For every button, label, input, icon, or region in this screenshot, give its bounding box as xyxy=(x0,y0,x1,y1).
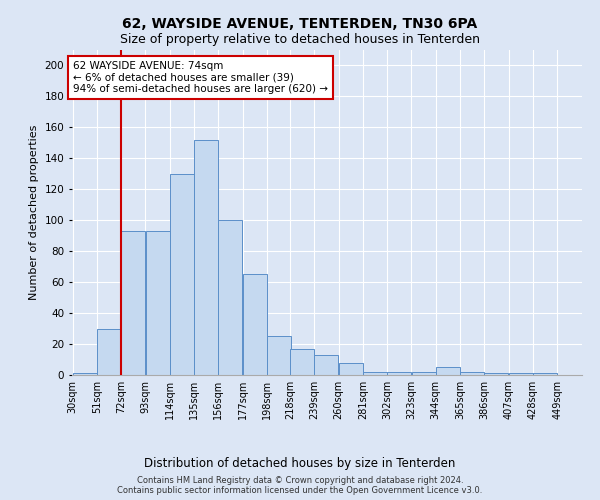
Bar xyxy=(194,140,218,375)
Text: 62, WAYSIDE AVENUE, TENTERDEN, TN30 6PA: 62, WAYSIDE AVENUE, TENTERDEN, TN30 6PA xyxy=(122,18,478,32)
Bar xyxy=(170,174,194,375)
Bar xyxy=(290,348,314,375)
Text: 62 WAYSIDE AVENUE: 74sqm
← 6% of detached houses are smaller (39)
94% of semi-de: 62 WAYSIDE AVENUE: 74sqm ← 6% of detache… xyxy=(73,61,328,94)
Bar xyxy=(146,231,170,375)
Bar xyxy=(121,231,145,375)
Bar xyxy=(436,368,460,375)
Bar xyxy=(314,355,338,375)
Bar xyxy=(509,374,533,375)
Bar xyxy=(460,372,484,375)
Bar xyxy=(533,374,557,375)
Y-axis label: Number of detached properties: Number of detached properties xyxy=(29,125,39,300)
Bar xyxy=(73,374,97,375)
Bar xyxy=(218,220,242,375)
Bar xyxy=(97,328,121,375)
Text: Contains HM Land Registry data © Crown copyright and database right 2024.
Contai: Contains HM Land Registry data © Crown c… xyxy=(118,476,482,495)
Text: Size of property relative to detached houses in Tenterden: Size of property relative to detached ho… xyxy=(120,32,480,46)
Bar xyxy=(363,372,387,375)
Bar xyxy=(412,372,436,375)
Bar xyxy=(388,372,411,375)
Bar xyxy=(243,274,266,375)
Bar xyxy=(484,374,508,375)
Text: Distribution of detached houses by size in Tenterden: Distribution of detached houses by size … xyxy=(145,458,455,470)
Bar xyxy=(339,362,362,375)
Bar xyxy=(267,336,291,375)
